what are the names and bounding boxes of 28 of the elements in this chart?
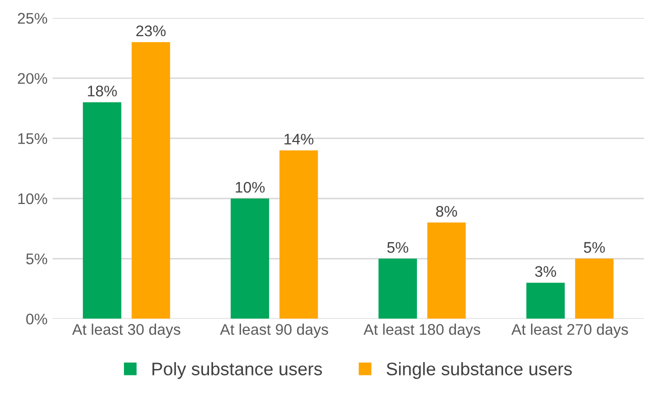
bar — [575, 258, 614, 319]
y-tick-label: 10% — [18, 193, 48, 204]
x-tick-label: At least 180 days — [364, 324, 480, 338]
bar — [279, 150, 318, 319]
bar — [82, 102, 122, 319]
data-label: 10% — [236, 182, 265, 193]
bar — [427, 222, 466, 319]
bar — [132, 42, 170, 319]
x-tick-label: At least 270 days — [511, 324, 628, 338]
bar — [526, 282, 565, 319]
y-tick-label: 0% — [26, 314, 48, 324]
data-label: 8% — [436, 206, 458, 217]
legend-label: Poly substance users — [152, 362, 322, 379]
data-label: 14% — [284, 134, 314, 145]
data-label: 5% — [584, 242, 605, 253]
data-label: 5% — [387, 242, 408, 253]
bar — [378, 258, 417, 319]
y-tick-label: 15% — [18, 133, 48, 144]
data-label: 18% — [88, 86, 117, 96]
x-tick-label: At least 90 days — [220, 324, 328, 338]
data-label: 3% — [535, 266, 556, 277]
y-tick-label: 20% — [18, 73, 48, 84]
bar — [230, 198, 270, 319]
x-tick-label: At least 30 days — [72, 324, 180, 338]
legend-label: Single substance users — [386, 362, 572, 379]
y-tick-label: 5% — [26, 254, 48, 264]
y-tick-label: 25% — [18, 12, 48, 24]
data-label: 23% — [136, 25, 166, 36]
